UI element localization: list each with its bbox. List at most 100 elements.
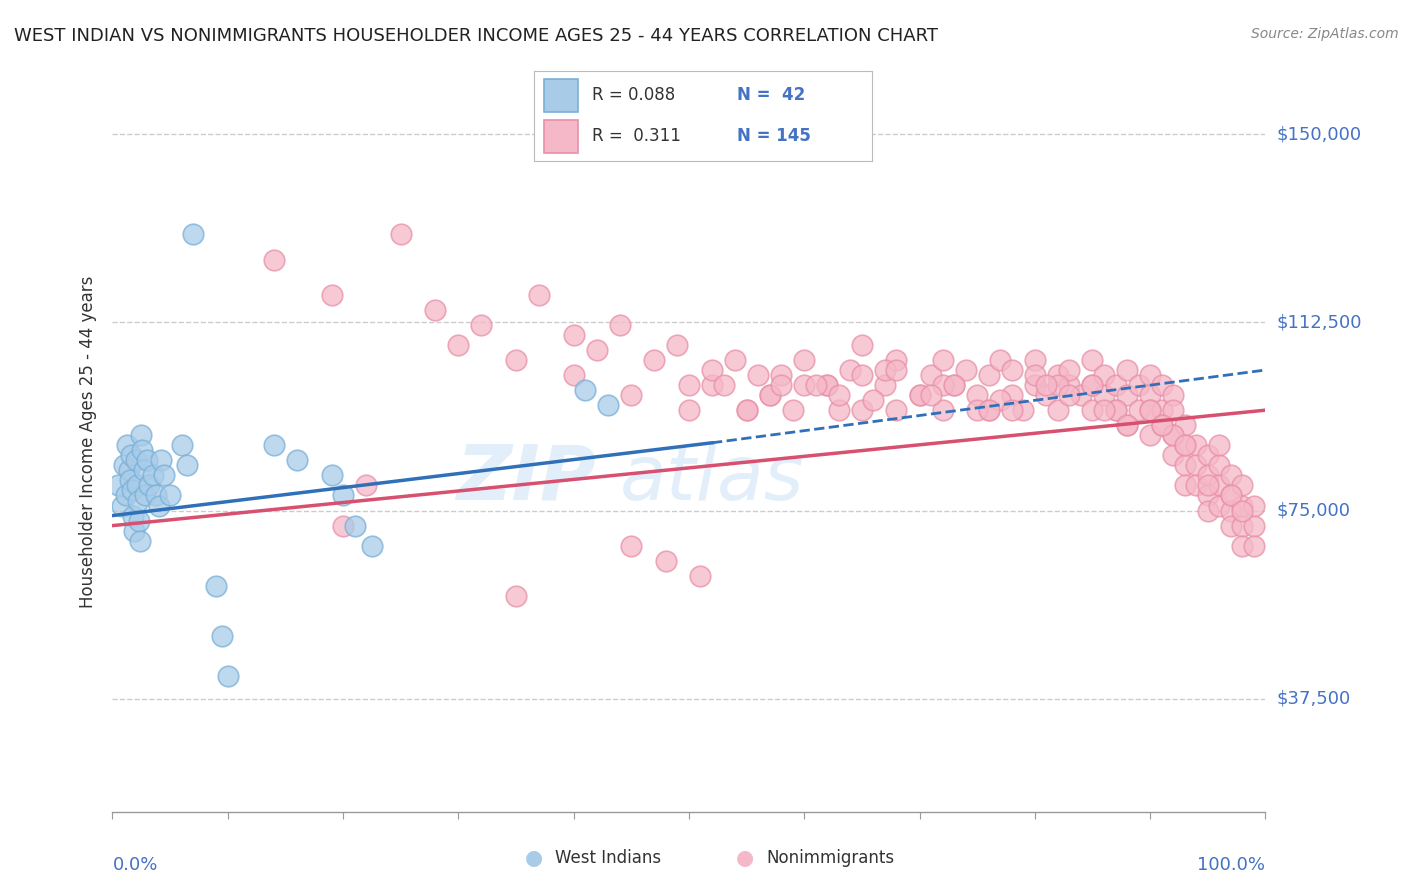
Point — [138, 478, 160, 492]
Point — [828, 403, 851, 417]
Point — [1139, 428, 1161, 442]
Point — [1208, 458, 1230, 473]
Point — [131, 443, 153, 458]
Point — [886, 353, 908, 368]
Point — [1024, 368, 1046, 382]
Point — [1208, 438, 1230, 452]
Point — [1059, 363, 1081, 377]
Point — [285, 453, 308, 467]
Point — [1150, 418, 1173, 433]
Point — [966, 403, 988, 417]
Point — [1219, 468, 1241, 483]
Text: N =  42: N = 42 — [737, 87, 806, 104]
Point — [955, 363, 977, 377]
Point — [1161, 428, 1184, 442]
Point — [129, 428, 153, 442]
Point — [176, 458, 198, 473]
Point — [1197, 503, 1219, 517]
Point — [1197, 448, 1219, 462]
Point — [321, 287, 343, 301]
Point — [1035, 388, 1057, 402]
Point — [1139, 403, 1161, 417]
Point — [1012, 403, 1035, 417]
Point — [118, 474, 141, 488]
Point — [332, 488, 354, 502]
Point — [354, 478, 377, 492]
Point — [598, 398, 620, 412]
Point — [873, 378, 896, 392]
Point — [862, 393, 884, 408]
Point — [609, 318, 631, 332]
Point — [1059, 388, 1081, 402]
Point — [1024, 378, 1046, 392]
Point — [966, 388, 988, 402]
Text: $112,500: $112,500 — [1277, 313, 1362, 331]
Point — [121, 483, 143, 498]
Point — [1185, 458, 1208, 473]
Point — [1174, 438, 1197, 452]
Point — [931, 378, 953, 392]
Text: ZIP: ZIP — [457, 442, 596, 516]
Point — [159, 488, 181, 502]
Point — [793, 353, 815, 368]
Point — [332, 518, 354, 533]
Point — [321, 468, 343, 483]
Point — [1081, 378, 1104, 392]
Point — [128, 514, 150, 528]
Point — [1185, 438, 1208, 452]
Point — [124, 524, 146, 538]
Point — [886, 403, 908, 417]
Point — [735, 403, 758, 417]
Point — [931, 353, 953, 368]
Point — [851, 368, 873, 382]
Point — [1092, 368, 1115, 382]
Point — [886, 363, 908, 377]
Point — [585, 343, 607, 357]
Point — [107, 478, 129, 492]
Point — [678, 403, 700, 417]
Point — [1161, 428, 1184, 442]
Text: $75,000: $75,000 — [1277, 501, 1351, 519]
Point — [1128, 378, 1150, 392]
Point — [758, 388, 780, 402]
Point — [132, 463, 155, 477]
Point — [1128, 403, 1150, 417]
Point — [689, 569, 711, 583]
Point — [112, 458, 135, 473]
Point — [1046, 378, 1069, 392]
Point — [920, 368, 942, 382]
Point — [1219, 488, 1241, 502]
Point — [666, 338, 689, 352]
Point — [1232, 539, 1254, 553]
Point — [1139, 368, 1161, 382]
Point — [149, 453, 172, 467]
Point — [873, 363, 896, 377]
Point — [943, 378, 966, 392]
Text: atlas: atlas — [620, 442, 804, 516]
Text: 0.0%: 0.0% — [112, 856, 157, 874]
Point — [1104, 378, 1126, 392]
Point — [1001, 363, 1024, 377]
Point — [1232, 499, 1254, 513]
Text: Nonimmigrants: Nonimmigrants — [766, 849, 894, 867]
Point — [170, 438, 193, 452]
Point — [1150, 378, 1173, 392]
Point — [505, 589, 527, 603]
Point — [127, 493, 149, 508]
Point — [153, 468, 176, 483]
Text: Source: ZipAtlas.com: Source: ZipAtlas.com — [1251, 27, 1399, 41]
Point — [700, 378, 723, 392]
Point — [389, 227, 412, 242]
Point — [505, 353, 527, 368]
Point — [361, 539, 384, 553]
Point — [1208, 499, 1230, 513]
Point — [1024, 353, 1046, 368]
Point — [782, 403, 804, 417]
Point — [988, 393, 1011, 408]
Point — [1243, 518, 1265, 533]
Point — [700, 363, 723, 377]
Point — [828, 388, 851, 402]
Point — [977, 403, 1000, 417]
Bar — [544, 79, 578, 112]
Point — [1116, 388, 1139, 402]
